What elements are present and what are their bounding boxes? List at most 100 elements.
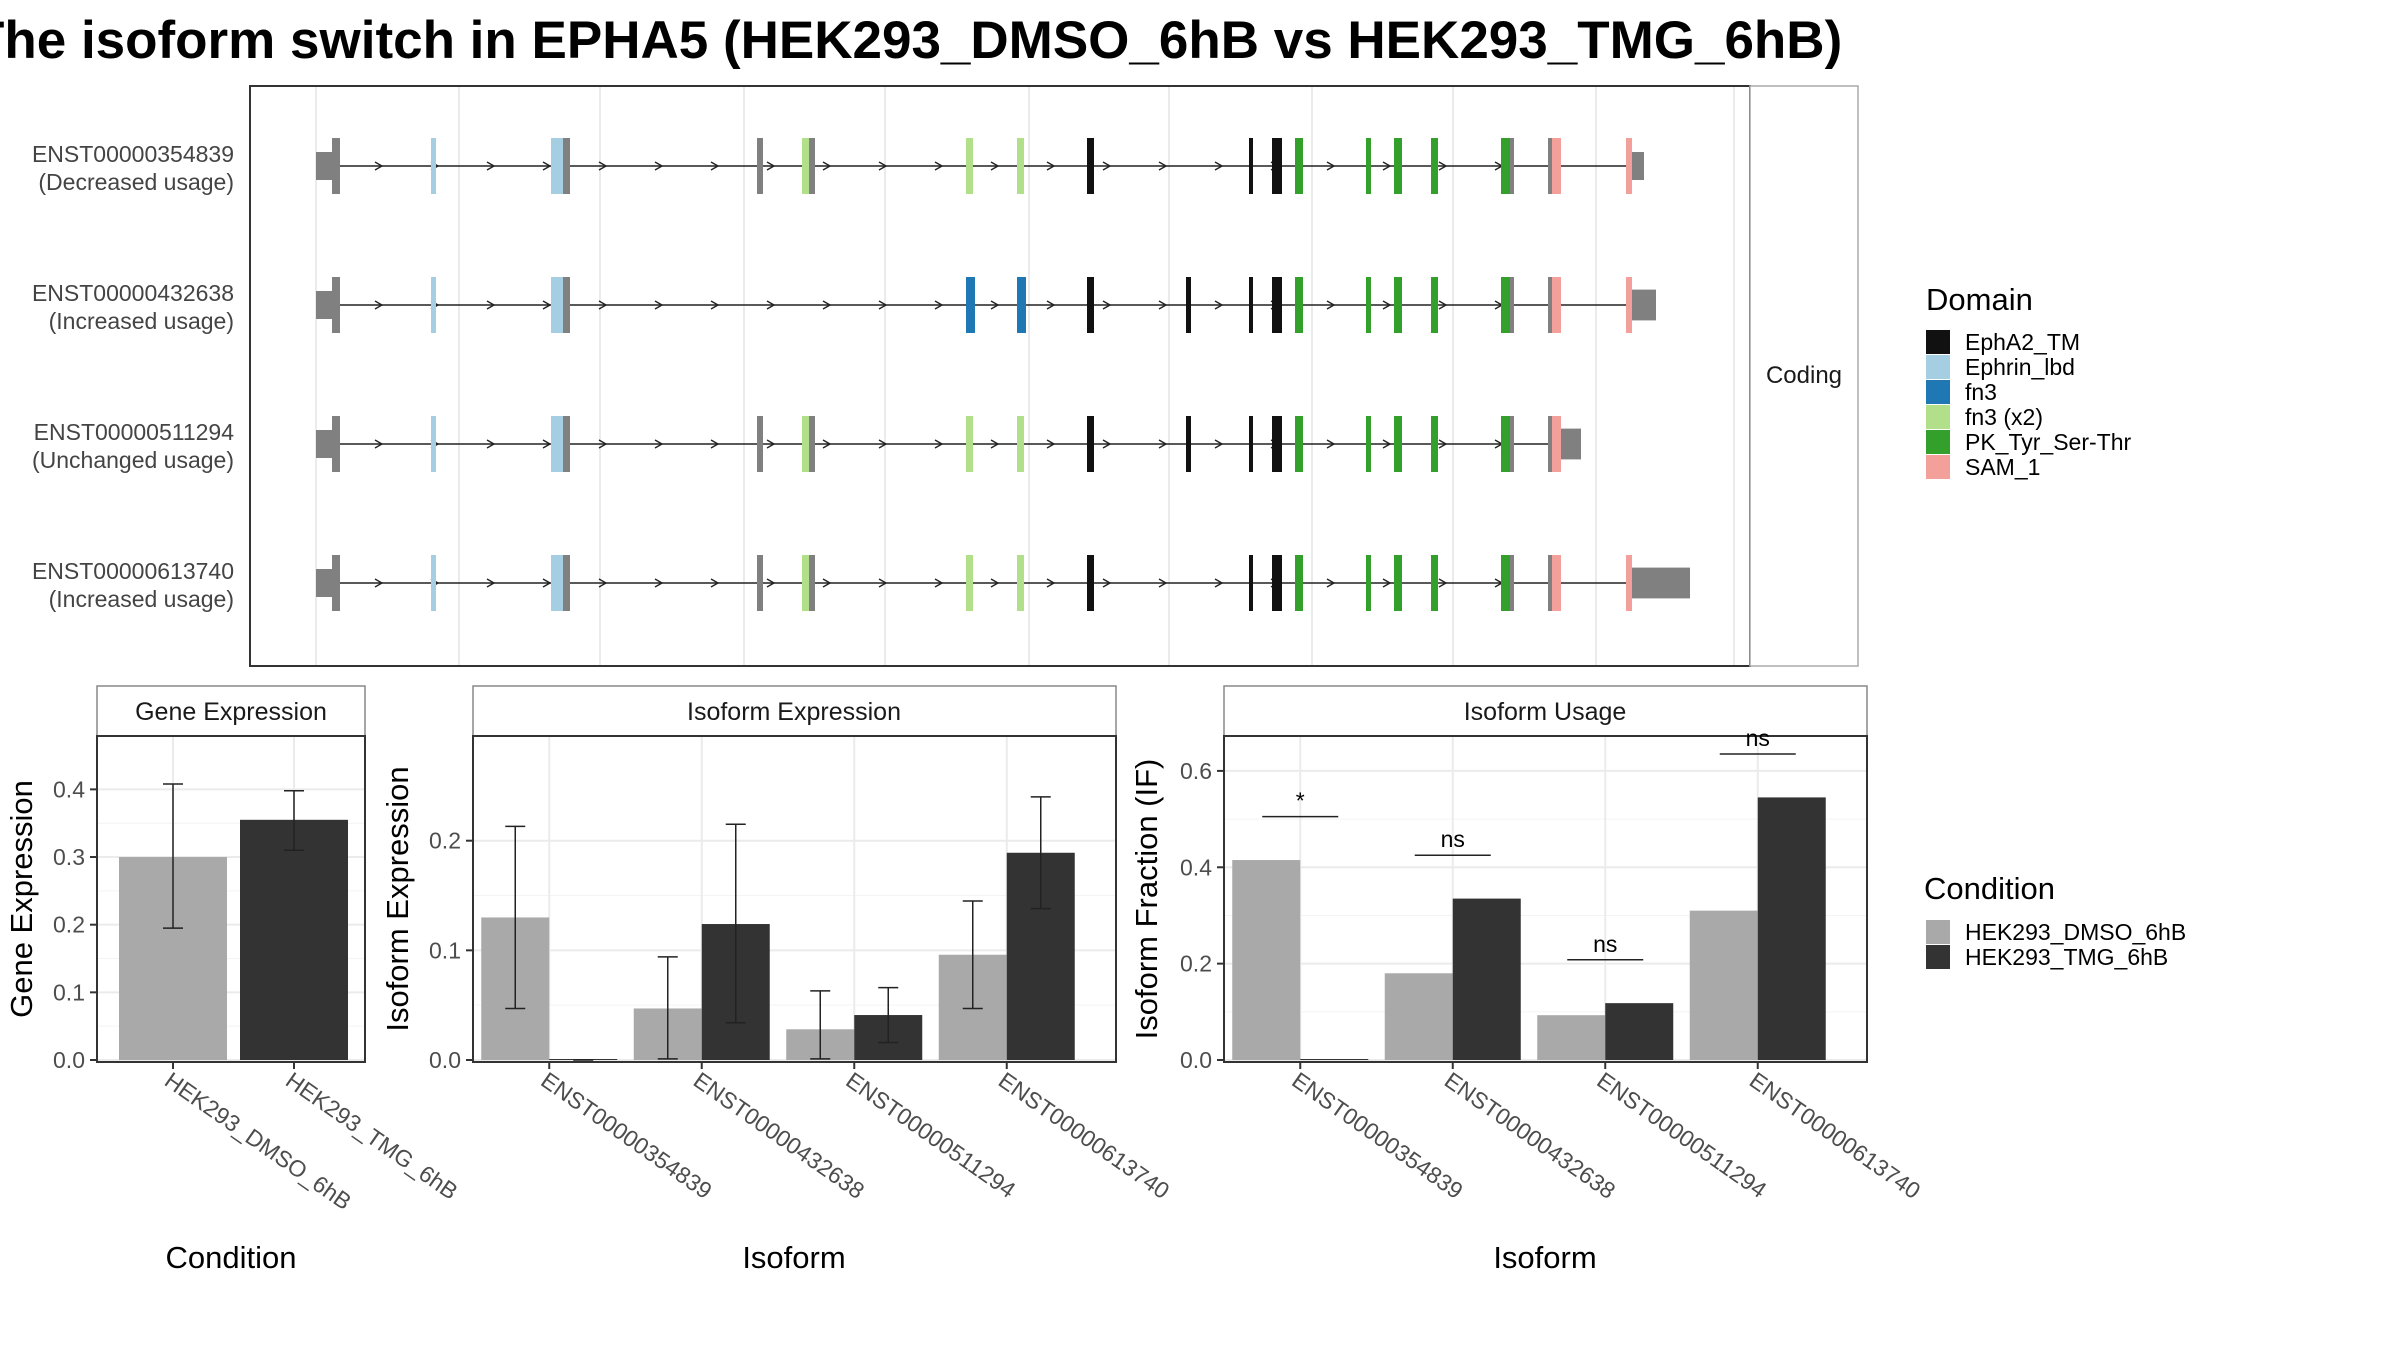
strand-arrow (654, 578, 664, 588)
exon-block (563, 416, 570, 472)
strand-arrow (1214, 578, 1224, 588)
figure-title: The isoform switch in EPHA5 (HEK293_DMSO… (0, 11, 1842, 70)
isoform-expression-panel: Isoform Expression Isoform Expression Is… (380, 685, 1174, 1275)
strand-arrow (1214, 300, 1224, 310)
exon-block (332, 277, 340, 333)
exon-block (1548, 555, 1552, 611)
exon-block (1295, 555, 1303, 611)
exon-block (1501, 138, 1510, 194)
strand-arrow (934, 578, 944, 588)
strand-arrow (990, 578, 1000, 588)
significance-label: ns (1746, 725, 1770, 751)
strand-arrow (1158, 161, 1168, 171)
strand-arrow (1326, 439, 1336, 449)
exon-block (332, 416, 340, 472)
bars (119, 783, 348, 1060)
strand-arrow (1382, 300, 1392, 310)
strand-arrow (1326, 161, 1336, 171)
exon-block (966, 138, 973, 194)
exon-block (1510, 277, 1514, 333)
condition-legend-label: HEK293_DMSO_6hB (1965, 919, 2186, 945)
exon-block (757, 138, 763, 194)
transcript-model-2 (316, 277, 1656, 333)
exon-block (1552, 416, 1561, 472)
exon-block (1501, 277, 1510, 333)
exon-block (1366, 416, 1371, 472)
domain-legend-key (1926, 355, 1950, 379)
exon-block (1626, 555, 1632, 611)
strand-arrow (766, 161, 776, 171)
isoform-expression-x-axis-title: Isoform (742, 1240, 845, 1275)
isoform-usage-x-axis-title: Isoform (1493, 1240, 1596, 1275)
domain-legend-key (1926, 330, 1950, 354)
y-tick-label: 0.3 (53, 844, 85, 870)
exon-block (431, 555, 436, 611)
isoform-expression-panel-title: Isoform Expression (687, 698, 901, 726)
error-bar (810, 990, 831, 1060)
bar-HEK293_TMG_6hB (240, 819, 348, 1060)
domain-legend-label: Ephrin_lbd (1965, 354, 2075, 380)
exon-block (1632, 567, 1690, 599)
condition-legend-key (1926, 945, 1950, 969)
strand-arrow (878, 161, 888, 171)
strand-arrow (1382, 578, 1392, 588)
strand-arrow (822, 578, 832, 588)
strand-arrow (654, 161, 664, 171)
exon-block (1017, 138, 1024, 194)
exon-block (332, 555, 340, 611)
exon-block (1277, 138, 1282, 194)
strand-arrow (934, 161, 944, 171)
exon-block (1431, 277, 1438, 333)
gene-expression-panel-title: Gene Expression (135, 698, 327, 726)
exon-block (802, 138, 809, 194)
exon-block (1510, 416, 1514, 472)
exon-block (1431, 138, 1438, 194)
significance-label: * (1296, 788, 1305, 814)
strand-arrow (374, 578, 384, 588)
exon-block (1277, 555, 1282, 611)
strand-arrow (934, 300, 944, 310)
exon-block (809, 555, 815, 611)
bar-ENST00000354839-tmg (1300, 1059, 1369, 1060)
strand-arrow (486, 300, 496, 310)
domain-legend-key (1926, 455, 1950, 479)
strand-arrow (1382, 439, 1392, 449)
domain-legend-key (1926, 405, 1950, 429)
strand-arrow (710, 439, 720, 449)
exon-block (1431, 416, 1438, 472)
transcript-usage-label-3: (Unchanged usage) (32, 447, 234, 473)
exon-block (1249, 416, 1253, 472)
strand-arrow (1046, 439, 1056, 449)
error-bar (163, 783, 183, 929)
exon-block (966, 277, 975, 333)
strand-arrow (710, 300, 720, 310)
exon-block (1548, 138, 1552, 194)
exon-block (551, 555, 563, 611)
exon-block (1552, 138, 1561, 194)
isoform-expression-y-axis-title: Isoform Expression (380, 766, 415, 1031)
exon-block (1548, 277, 1552, 333)
condition-legend-title: Condition (1924, 871, 2055, 906)
y-tick-label: 0.2 (429, 828, 461, 854)
strand-arrow (654, 300, 664, 310)
isoform-expression-strip (472, 685, 1117, 737)
exon-block (1087, 416, 1094, 472)
error-bar (657, 956, 678, 1060)
y-tick-label: 0.4 (53, 776, 85, 802)
y-tick-label: 0.0 (53, 1047, 85, 1073)
exon-block (1249, 555, 1253, 611)
exon-block (1561, 428, 1581, 460)
exon-block (1017, 416, 1024, 472)
exon-block (1272, 138, 1277, 194)
exon-block (316, 569, 332, 597)
exon-block (431, 277, 436, 333)
strand-arrow (710, 578, 720, 588)
exon-block (1186, 277, 1191, 333)
strand-arrow (1326, 300, 1336, 310)
domain-legend-label: EphA2_TM (1965, 329, 2080, 355)
strand-arrow (766, 439, 776, 449)
strand-arrow (766, 578, 776, 588)
x-tick-label: ENST00000613740 (994, 1067, 1174, 1204)
